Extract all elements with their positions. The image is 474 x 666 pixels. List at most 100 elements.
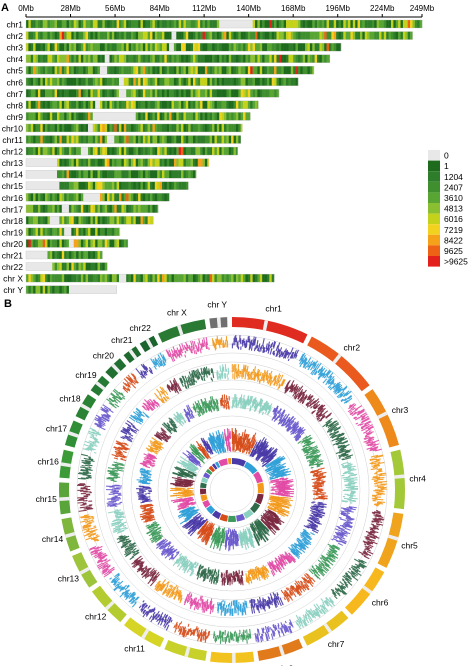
density-cell [200, 77, 203, 86]
track-mark [311, 409, 316, 415]
track-mark [311, 368, 317, 376]
track-mark [349, 508, 356, 511]
track-mark [211, 604, 214, 609]
track-mark [304, 614, 308, 620]
density-cell [398, 20, 401, 28]
track-mark [374, 520, 383, 523]
density-cell [388, 20, 392, 28]
track-mark [220, 572, 223, 577]
track-mark [274, 626, 277, 630]
track-mark [305, 445, 311, 449]
track-mark [299, 532, 308, 538]
density-cell [250, 89, 253, 98]
track-mark [220, 533, 223, 541]
density-cell [195, 77, 199, 86]
density-cell [35, 227, 39, 236]
density-cell [95, 77, 98, 86]
density-cell [90, 66, 94, 75]
density-cell [255, 66, 258, 75]
track-mark [371, 478, 380, 480]
density-cell [130, 112, 134, 121]
density-cell [390, 20, 394, 28]
chromosome-sector [212, 515, 252, 644]
density-cell [240, 112, 244, 121]
density-cell [54, 43, 58, 52]
density-cell [49, 112, 53, 121]
track-mark [304, 616, 310, 624]
track-mark [283, 626, 287, 633]
density-cell [45, 170, 48, 179]
track-mark [154, 610, 160, 618]
density-cell [250, 274, 253, 283]
density-cell [80, 227, 84, 236]
density-cell [348, 31, 351, 40]
density-cell [83, 193, 86, 202]
track-mark [328, 551, 335, 556]
track-mark [262, 457, 268, 463]
density-cell [150, 112, 153, 121]
track-mark [197, 602, 201, 611]
density-cell [178, 31, 182, 40]
density-cell [90, 77, 94, 86]
density-cell [269, 43, 272, 52]
density-cell [314, 20, 318, 28]
track-mark [224, 529, 228, 544]
density-cell [188, 89, 191, 98]
density-cell [80, 77, 84, 86]
density-cell [190, 20, 194, 28]
track-mark [187, 593, 193, 603]
density-cell [188, 147, 191, 156]
track-mark [124, 585, 130, 591]
density-cell [61, 181, 65, 190]
track-mark [315, 611, 321, 618]
track-mark [343, 399, 349, 404]
track-mark [315, 407, 324, 416]
density-cell [78, 20, 82, 28]
density-cell [88, 193, 91, 202]
track-mark [296, 619, 299, 623]
density-cell [202, 20, 206, 28]
density-cell [195, 89, 199, 98]
density-cell [190, 43, 194, 52]
density-cell [138, 181, 141, 190]
density-cell [121, 135, 125, 144]
density-cell [207, 100, 210, 109]
density-cell [107, 89, 110, 98]
track-mark [303, 448, 313, 454]
track-mark [190, 594, 193, 598]
density-cell [130, 43, 134, 52]
density-cell [71, 251, 74, 259]
track-mark [140, 602, 147, 611]
density-cell [92, 239, 96, 248]
track-mark [366, 447, 373, 450]
density-cell [133, 31, 136, 40]
density-cell [276, 77, 280, 86]
density-cell [92, 262, 96, 271]
density-cell [33, 112, 36, 121]
density-cell [161, 77, 165, 86]
density-cell [142, 66, 146, 75]
track-mark [337, 526, 345, 531]
track-mark [334, 588, 339, 593]
chromosome-label: chr5 [6, 66, 23, 76]
density-cell [90, 31, 94, 40]
track-mark [367, 425, 374, 430]
track-mark [307, 610, 311, 615]
density-cell [195, 43, 199, 52]
density-cell [92, 193, 96, 202]
track-mark [277, 384, 281, 390]
density-cell [142, 54, 146, 63]
track-mark [293, 350, 297, 357]
track-mark [303, 584, 310, 591]
density-cell [126, 66, 129, 75]
density-cell [362, 20, 365, 28]
track-mark [315, 566, 324, 573]
chromosome-label: chr21 [2, 251, 24, 261]
density-cell [85, 31, 89, 40]
track-mark [312, 406, 316, 409]
track-mark [331, 538, 334, 541]
density-cell [338, 20, 342, 28]
density-cell [226, 123, 230, 132]
density-cell [73, 193, 77, 202]
track-mark [257, 602, 260, 608]
